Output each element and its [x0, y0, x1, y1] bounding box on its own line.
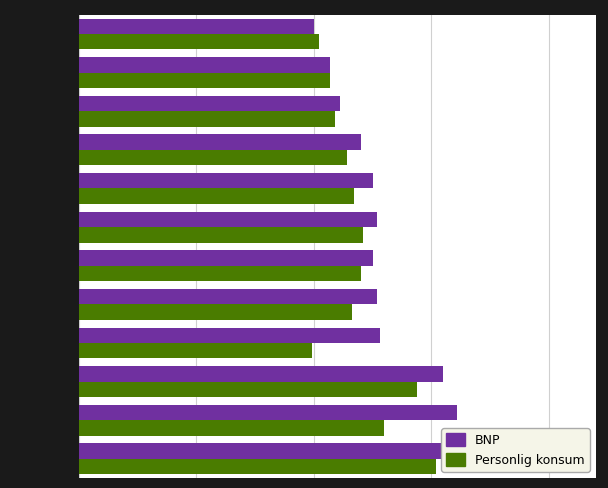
- Bar: [79, 173, 373, 188]
- Bar: [79, 19, 314, 34]
- Bar: [79, 250, 373, 266]
- Bar: [79, 327, 380, 343]
- Bar: [79, 57, 330, 73]
- Bar: [79, 266, 361, 281]
- Bar: [79, 289, 378, 305]
- Bar: [79, 188, 354, 204]
- Bar: [79, 444, 523, 459]
- Bar: [79, 420, 384, 436]
- Bar: [79, 212, 378, 227]
- Bar: [79, 305, 351, 320]
- Bar: [79, 227, 364, 243]
- Bar: [79, 382, 417, 397]
- Bar: [79, 366, 443, 382]
- Bar: [79, 96, 340, 111]
- Bar: [79, 111, 335, 127]
- Bar: [79, 73, 330, 88]
- Bar: [79, 459, 436, 474]
- Bar: [79, 150, 347, 165]
- Bar: [79, 134, 361, 150]
- Bar: [79, 405, 457, 420]
- Bar: [79, 34, 319, 49]
- Legend: BNP, Personlig konsum: BNP, Personlig konsum: [441, 428, 590, 472]
- Bar: [79, 343, 311, 359]
